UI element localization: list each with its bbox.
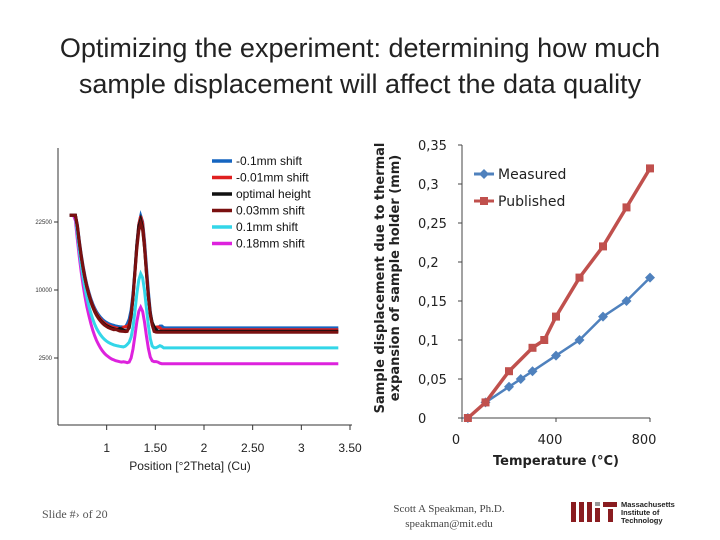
title-line-2: sample displacement will affect the data… [78, 69, 642, 99]
displacement-chart: Sample displacement due to thermalexpans… [373, 139, 656, 469]
xrd-y-tick-label: 2500 [39, 356, 53, 362]
xrd-x-tick-label: 2 [201, 441, 208, 455]
legend-marker [479, 169, 489, 179]
published-point [463, 414, 472, 422]
displacement-legend: Measured Published [474, 167, 566, 210]
xrd-x-tick-label: 1.50 [144, 441, 168, 455]
published-point [646, 164, 654, 173]
slide-number: Slide #› of 20 [42, 507, 108, 521]
xrd-x-tick-label: 3.50 [338, 441, 362, 455]
measured-point [645, 272, 655, 283]
xrd-x-tick-label: 1 [103, 441, 110, 455]
mit-logo-mark [571, 502, 617, 522]
published-point [575, 273, 584, 282]
legend-marker [480, 197, 488, 205]
published-point [599, 242, 607, 251]
displacement-x-tick-label: 800 [632, 433, 657, 448]
displacement-legend-label: Measured [498, 167, 566, 183]
xrd-series-line [69, 213, 339, 334]
xrd-y-tick-label: 22500 [35, 220, 52, 226]
xrd-y-ticks: 2500 10000 22500 [35, 220, 58, 362]
displacement-series [462, 164, 655, 423]
displacement-x-axis-label: Temperature (°C) [493, 454, 619, 469]
displacement-y-tick-label: 0,1 [418, 334, 439, 349]
xrd-series-line [69, 210, 339, 330]
displacement-y-tick-label: 0,3 [418, 178, 439, 193]
displacement-y-tick-label: 0,2 [418, 256, 439, 271]
measured-point [527, 366, 538, 377]
xrd-legend: -0.1mm shift -0.01mm shift optimal height 0… [212, 154, 311, 251]
displacement-x-ticks: 0 400 800 [452, 418, 657, 448]
displacement-y-ticks: 0 0,05 0,1 0,15 0,2 0,25 0,3 0,35 [418, 139, 462, 427]
displacement-y-tick-label: 0,35 [418, 139, 447, 154]
published-point [505, 367, 513, 376]
mit-logo-text: Massachusetts Institute of Technology [621, 501, 675, 525]
title-line-1: Optimizing the experiment: determining h… [59, 33, 661, 63]
displacement-y-tick-label: 0,15 [418, 295, 447, 310]
displacement-y-tick-label: 0,05 [418, 373, 447, 388]
xrd-x-ticks: 1 1.50 2 2.50 3 3.50 [103, 425, 362, 455]
measured-point [515, 374, 526, 384]
logo-line-3: Technology [621, 516, 663, 525]
logo-line-2: Institute of [621, 508, 660, 517]
displacement-legend-label: Published [498, 194, 565, 210]
measured-point [574, 335, 585, 345]
xrd-y-tick-label: 10000 [35, 288, 52, 294]
mit-logo: Massachusetts Institute of Technology [570, 500, 690, 526]
measured-point [621, 296, 632, 306]
xrd-series-line [69, 213, 339, 366]
author-email: speakman@mit.edu [405, 518, 493, 530]
measured-point [598, 311, 608, 322]
xrd-legend-label: 0.03mm shift [236, 204, 305, 218]
displacement-series-line [467, 276, 651, 419]
xrd-legend-label: optimal height [236, 187, 311, 201]
slide-title: Optimizing the experiment: determining h… [20, 30, 700, 102]
displacement-y-tick-label: 0 [418, 412, 426, 427]
xrd-x-tick-label: 2.50 [241, 441, 265, 455]
published-point [622, 203, 631, 212]
xrd-legend-label: 0.18mm shift [236, 237, 305, 251]
displacement-x-tick-label: 400 [538, 433, 563, 448]
displacement-y-axis-label: Sample displacement due to thermalexpans… [373, 143, 403, 414]
measured-point [551, 350, 561, 361]
xrd-legend-label: -0.01mm shift [236, 171, 309, 185]
xrd-series-line [69, 213, 339, 350]
author-info: Scott A Speakman, Ph.D. speakman@mit.edu [374, 502, 524, 532]
xrd-x-tick-label: 3 [298, 441, 305, 455]
logo-line-1: Massachusetts [621, 500, 675, 509]
published-point [540, 336, 549, 344]
displacement-y-tick-label: 0,25 [418, 217, 447, 232]
displacement-series-line [466, 167, 652, 420]
published-point [481, 398, 490, 407]
displacement-x-tick-label: 0 [452, 433, 460, 448]
published-point [552, 312, 560, 321]
xrd-chart: 2500 10000 22500 1 1.50 2 2.50 3 3.50 Position … [35, 148, 362, 473]
xrd-legend-label: 0.1mm shift [236, 220, 299, 234]
xrd-curves [69, 210, 339, 366]
author-name: Scott A Speakman, Ph.D. [393, 503, 505, 515]
xrd-x-axis-label: Position [°2Theta] (Cu) [129, 459, 251, 473]
published-point [528, 343, 537, 352]
xrd-legend-label: -0.1mm shift [236, 154, 303, 168]
measured-point [504, 381, 514, 392]
